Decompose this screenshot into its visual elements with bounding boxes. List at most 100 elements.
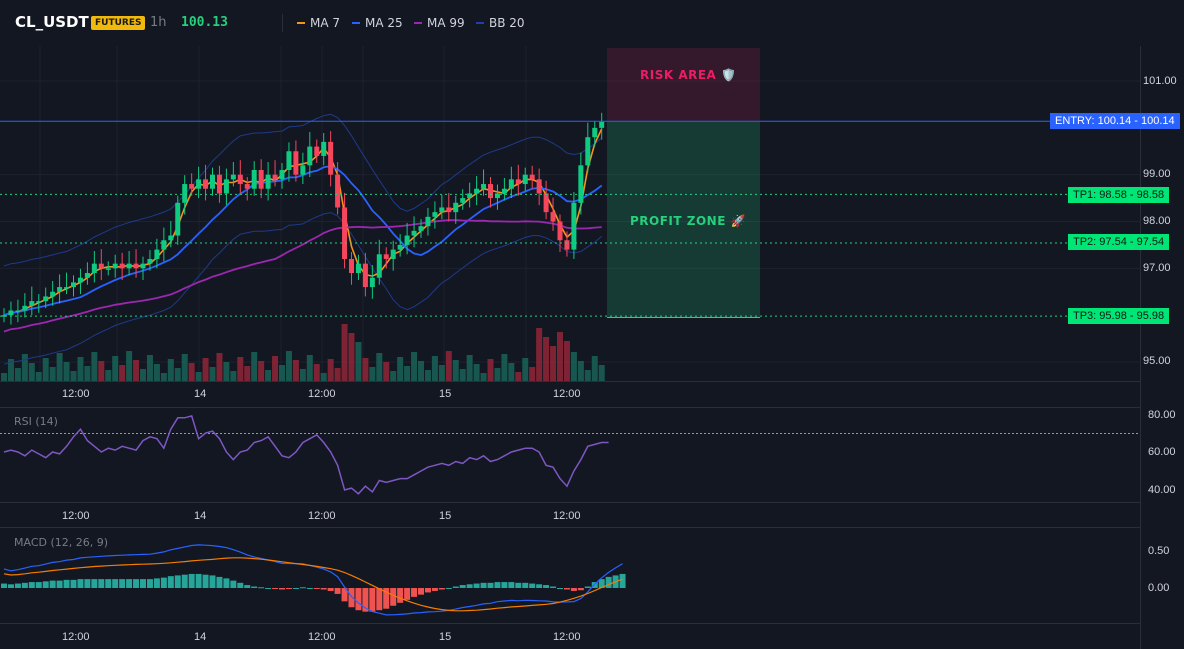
volume-bar <box>244 366 251 381</box>
macd-histogram-bar <box>174 575 181 588</box>
candle-body <box>244 184 250 189</box>
profit-zone <box>607 122 760 318</box>
macd-histogram-bar <box>404 588 411 600</box>
candle-body <box>161 240 167 250</box>
macd-histogram-bar <box>445 588 452 589</box>
candle-body <box>77 277 83 283</box>
legend-ma99-label: MA 99 <box>427 16 465 30</box>
tp3-price-tag[interactable]: TP3: 95.98 - 95.98 <box>1068 308 1170 324</box>
interval-selector[interactable]: 1h <box>150 15 167 30</box>
candle-body <box>383 254 389 259</box>
volume-bar <box>355 342 362 381</box>
rsi-line <box>3 414 609 495</box>
legend-ma25[interactable]: MA 25 <box>352 15 403 31</box>
macd-histogram-bar <box>543 585 550 588</box>
macd-histogram-bar <box>133 579 140 588</box>
tp2-price-tag[interactable]: TP2: 97.54 - 97.54 <box>1068 234 1170 250</box>
time-tick: 12:00 <box>62 631 90 643</box>
macd-histogram-bar <box>126 579 133 588</box>
rsi-tick: 80.00 <box>1148 409 1176 421</box>
volume-bar <box>91 352 98 381</box>
candle-body <box>223 179 229 194</box>
volume-bar <box>480 373 487 381</box>
macd-histogram-bar <box>598 579 605 588</box>
volume-bar <box>536 328 543 381</box>
macd-histogram-bar <box>383 588 390 609</box>
macd-histogram-bar <box>438 588 445 590</box>
entry-price-tag[interactable]: ENTRY: 100.14 - 100.14 <box>1050 113 1180 129</box>
price-tick: 99.00 <box>1143 168 1171 180</box>
volume-bar <box>112 356 119 381</box>
volume-bars <box>1 324 605 381</box>
candle-body <box>168 235 174 241</box>
volume-bar <box>348 333 355 381</box>
candle-body <box>251 169 257 189</box>
macd-histogram-bar <box>418 588 424 595</box>
volume-bar <box>140 369 146 381</box>
candle-body <box>279 169 285 180</box>
candle-body <box>36 301 42 303</box>
candle-body <box>349 258 354 274</box>
volume-bar <box>397 357 404 381</box>
rsi-title[interactable]: RSI (14) <box>14 415 58 428</box>
volume-bar <box>306 355 313 381</box>
volume-bar <box>70 371 77 381</box>
volume-bar <box>63 362 70 381</box>
candle-body <box>404 235 410 245</box>
macd-histogram-bar <box>501 582 508 588</box>
price-tick: 97.00 <box>1143 262 1171 274</box>
macd-tick: 0.00 <box>1148 582 1170 594</box>
volume-bar <box>1 373 7 381</box>
candle-body <box>286 151 292 170</box>
candle-body <box>439 207 445 213</box>
macd-histogram-bar <box>466 584 473 588</box>
volume-bar <box>258 361 265 381</box>
macd-histogram-bar <box>390 588 397 606</box>
candle-body <box>592 127 598 138</box>
time-tick: 15 <box>439 510 452 522</box>
price-tick: 101.00 <box>1143 75 1177 87</box>
candle-body <box>369 277 375 288</box>
macd-histogram-bar <box>265 588 272 589</box>
macd-histogram-bar <box>536 584 543 588</box>
candle-body <box>397 244 403 250</box>
volume-bar <box>584 370 591 381</box>
tp1-price-tag[interactable]: TP1: 98.58 - 98.58 <box>1068 187 1170 203</box>
macd-title[interactable]: MACD (12, 26, 9) <box>14 536 109 549</box>
candle-body <box>147 258 153 264</box>
ma99-swatch-icon <box>414 21 422 24</box>
time-tick: 15 <box>439 631 452 643</box>
candle-body <box>126 263 132 269</box>
macd-histogram-bar <box>320 588 327 590</box>
time-tick: 12:00 <box>308 388 336 400</box>
ma7-swatch-icon <box>297 21 305 24</box>
volume-bar <box>216 353 223 381</box>
legend-ma7[interactable]: MA 7 <box>297 15 340 31</box>
volume-bar <box>515 372 522 381</box>
candle-body <box>432 212 438 217</box>
volume-bar <box>7 359 14 381</box>
macd-histogram-bar <box>584 586 591 588</box>
macd-histogram-bar <box>557 588 563 589</box>
candle-body <box>71 282 76 288</box>
legend-bb20[interactable]: BB 20 <box>476 15 525 31</box>
macd-histogram-bar <box>14 583 21 588</box>
volume-bar <box>299 369 306 381</box>
rsi-pane <box>3 414 609 495</box>
volume-bar <box>383 362 390 381</box>
volume-bar <box>404 366 411 381</box>
symbol-name[interactable]: CL_USDT <box>15 13 89 31</box>
macd-histogram-bar <box>63 579 70 588</box>
time-tick: 14 <box>194 510 207 522</box>
candle-body <box>50 291 56 297</box>
volume-bar <box>362 358 369 381</box>
volume-bar <box>292 360 299 381</box>
volume-bar <box>285 351 292 381</box>
legend-ma99[interactable]: MA 99 <box>414 15 465 31</box>
macd-histogram-bar <box>21 582 28 588</box>
volume-bar <box>279 365 285 381</box>
candle-body <box>216 174 222 194</box>
candle-body <box>585 137 591 166</box>
macd-tick: 0.50 <box>1148 545 1170 557</box>
